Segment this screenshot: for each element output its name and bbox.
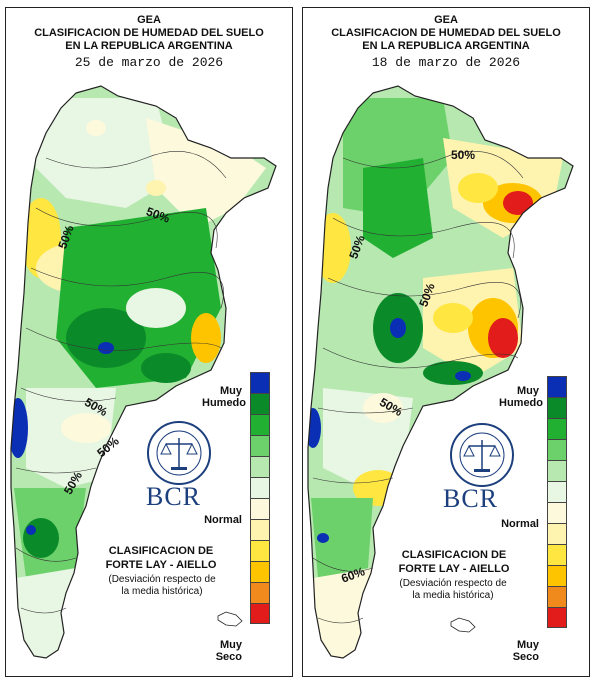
legend-swatch — [547, 397, 567, 418]
classification-note-2: la media histórica) — [121, 586, 203, 597]
legend-top-label: Muy Humedo — [202, 385, 246, 409]
legend-swatch — [250, 603, 270, 624]
legend-bottom-label-1: Muy — [220, 639, 242, 651]
islands-outline — [217, 611, 243, 627]
legend-swatch — [547, 376, 567, 397]
bcr-brand-name: BCR — [443, 484, 499, 513]
map-title-gea: GEA — [137, 14, 161, 26]
bcr-seal-logo — [147, 421, 211, 485]
classification-line-1: CLASIFICACION DE — [401, 549, 507, 561]
classification-line-2: FORTE LAY - AIELLO — [398, 563, 510, 575]
legend-swatch — [250, 372, 270, 393]
map-date: 25 de marzo de 2026 — [74, 55, 224, 70]
legend-swatch — [547, 481, 567, 502]
map-title-main: CLASIFICACION DE HUMEDAD DEL SUELO — [331, 27, 561, 39]
islands-outline — [450, 617, 476, 633]
classification-line-2: FORTE LAY - AIELLO — [105, 559, 217, 571]
legend-swatch — [547, 460, 567, 481]
legend-top-label: Muy Humedo — [499, 385, 543, 409]
argentina-soil-moisture-map — [307, 85, 574, 659]
legend-bottom-label-1: Muy — [517, 639, 539, 651]
legend-mid-label: Normal — [501, 518, 539, 530]
legend-bottom-label: Muy Seco — [499, 639, 539, 663]
legend-swatch — [547, 586, 567, 607]
legend-top-label-1: Muy — [517, 385, 539, 397]
legend-swatch — [250, 393, 270, 414]
legend-swatch — [250, 519, 270, 540]
bcr-brand-name: BCR — [146, 482, 202, 511]
contour-label: 50% — [451, 148, 476, 162]
legend-swatch — [547, 523, 567, 544]
map-title-main: CLASIFICACION DE HUMEDAD DEL SUELO — [34, 27, 264, 39]
map-title-gea: GEA — [434, 14, 458, 26]
classification-note: (Desviación respecto de la media históri… — [383, 578, 523, 602]
legend-swatch — [250, 540, 270, 561]
country-outline — [10, 85, 277, 659]
legend-bottom-label: Muy Seco — [202, 639, 242, 663]
legend-color-scale — [547, 376, 567, 628]
classification-note: (Desviación respecto de la media históri… — [92, 574, 232, 598]
legend-top-label-1: Muy — [220, 385, 242, 397]
bcr-seal-logo — [450, 423, 514, 487]
map-panel-left: GEA CLASIFICACION DE HUMEDAD DEL SUELO E… — [5, 7, 293, 677]
legend-swatch — [250, 435, 270, 456]
legend-swatch — [547, 439, 567, 460]
legend-swatch — [250, 414, 270, 435]
classification-line-1: CLASIFICACION DE — [108, 545, 214, 557]
legend-color-scale — [250, 372, 270, 624]
map-title-sub: EN LA REPUBLICA ARGENTINA — [65, 40, 233, 52]
legend-top-label-2: Humedo — [499, 397, 543, 409]
argentina-soil-moisture-map — [10, 85, 277, 659]
classification-title: CLASIFICACION DE FORTE LAY - AIELLO — [391, 548, 517, 576]
legend-swatch — [250, 456, 270, 477]
legend-swatch — [250, 561, 270, 582]
contour-lines — [15, 151, 227, 614]
legend-swatch — [250, 477, 270, 498]
legend-swatch — [547, 418, 567, 439]
map-date: 18 de marzo de 2026 — [371, 55, 521, 70]
legend-bottom-label-2: Seco — [215, 651, 242, 663]
legend-swatch — [547, 502, 567, 523]
classification-note-1: (Desviación respecto de — [399, 578, 507, 589]
map-panel-right: GEA CLASIFICACION DE HUMEDAD DEL SUELO E… — [302, 7, 590, 677]
legend-swatch — [547, 607, 567, 628]
map-title-sub: EN LA REPUBLICA ARGENTINA — [362, 40, 530, 52]
legend-swatch — [250, 582, 270, 603]
legend-bottom-label-2: Seco — [512, 651, 539, 663]
country-outline — [307, 85, 574, 659]
contour-lines — [312, 151, 524, 624]
legend-swatch — [250, 498, 270, 519]
classification-note-2: la media histórica) — [412, 590, 494, 601]
legend-top-label-2: Humedo — [202, 397, 246, 409]
legend-mid-label: Normal — [204, 514, 242, 526]
classification-title: CLASIFICACION DE FORTE LAY - AIELLO — [98, 544, 224, 572]
legend-swatch — [547, 565, 567, 586]
classification-note-1: (Desviación respecto de — [108, 574, 216, 585]
legend-swatch — [547, 544, 567, 565]
